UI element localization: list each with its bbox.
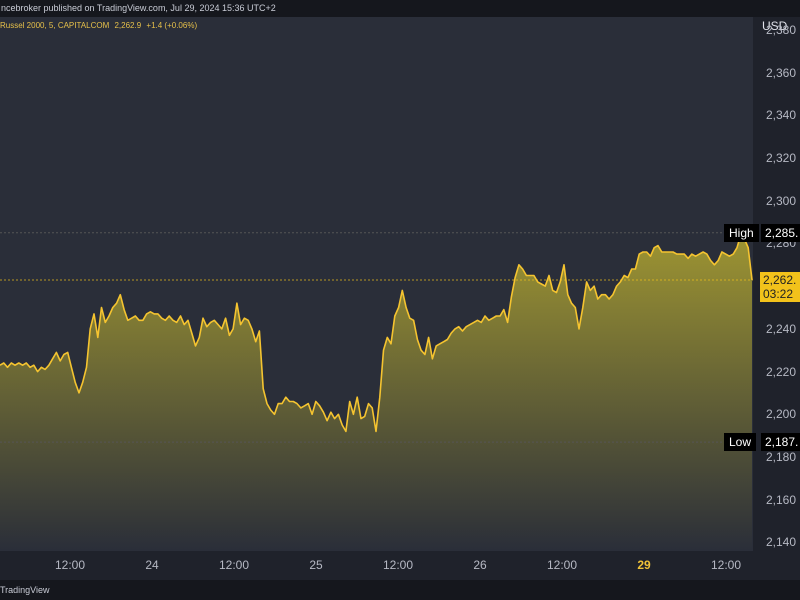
y-tick-label: 2,360 — [766, 65, 797, 80]
x-tick-label: 12:00 — [54, 558, 86, 572]
legend-change: +1.4 (+0.06%) — [146, 21, 198, 30]
low-label: Low — [724, 433, 757, 452]
legend-last: 2,262.9 — [114, 21, 142, 30]
x-tick-label: 12:00 — [218, 558, 250, 572]
low-value: 2,187. — [761, 433, 800, 452]
x-tick-label: 12:00 — [546, 558, 578, 572]
high-value: 2,285. — [761, 223, 800, 242]
brand-text: TradingView — [0, 585, 50, 595]
series-area — [0, 234, 752, 551]
currency-label[interactable]: USD — [762, 19, 788, 33]
y-tick-label: 2,180 — [766, 450, 797, 465]
x-tick-label: 25 — [309, 558, 323, 572]
y-tick-label: 2,200 — [766, 407, 797, 422]
footer-bar: TradingView — [0, 580, 800, 600]
y-tick-label: 2,240 — [766, 321, 797, 336]
series-line — [0, 234, 753, 433]
x-tick-label: 12:00 — [710, 558, 742, 572]
countdown: 03:22 — [763, 286, 794, 301]
y-tick-label: 2,220 — [766, 364, 797, 379]
legend: Russel 2000, 5, CAPITALCOM 2,262.9 +1.4 … — [0, 21, 200, 30]
high-label: High — [724, 223, 759, 242]
y-tick-label: 2,380 — [766, 22, 797, 37]
last-price-value: 2,262. — [763, 272, 797, 287]
x-tick-label: 24 — [145, 558, 159, 572]
x-tick-label: 29 — [637, 558, 651, 572]
y-tick-label: 2,160 — [766, 492, 797, 507]
y-tick-label: 2,140 — [766, 535, 797, 550]
x-tick-label: 26 — [473, 558, 487, 572]
y-tick-label: 2,320 — [766, 150, 797, 165]
publisher-text: ncebroker published on TradingView.com, … — [1, 3, 276, 13]
y-tick-label: 2,340 — [766, 108, 797, 123]
x-tick-label: 12:00 — [382, 558, 414, 572]
legend-symbol: Russel 2000, 5, CAPITALCOM — [0, 21, 110, 30]
top-bar: ncebroker published on TradingView.com, … — [0, 0, 800, 17]
y-tick-label: 2,300 — [766, 193, 797, 208]
last-price-tag: 2,262. 03:22 — [760, 271, 800, 302]
